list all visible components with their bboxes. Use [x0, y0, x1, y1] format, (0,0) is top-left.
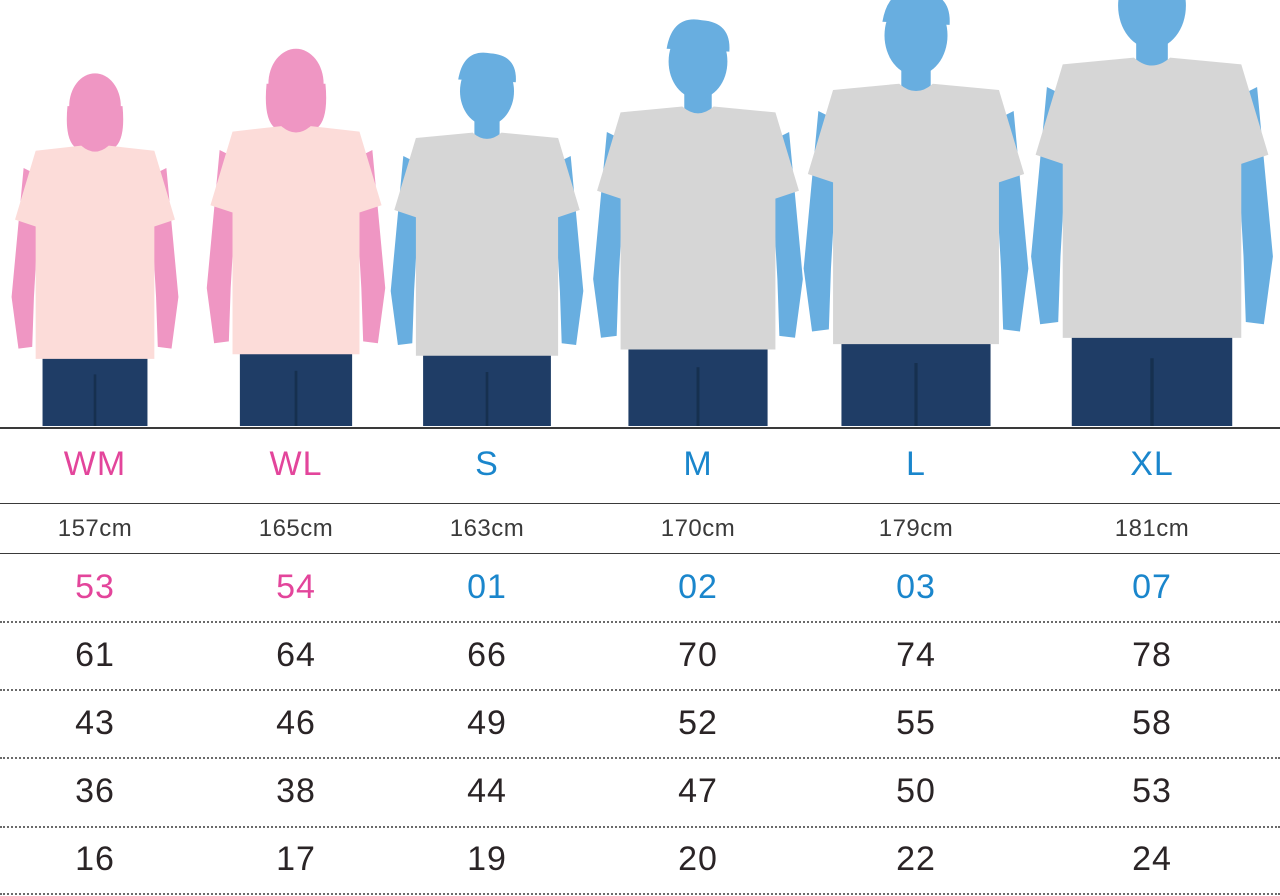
model-height-m: 170cm	[660, 515, 736, 542]
color-code-m: 02	[678, 568, 718, 606]
tshirt	[15, 145, 175, 359]
hair	[265, 83, 327, 130]
tshirt	[1035, 57, 1269, 338]
hair	[458, 52, 516, 83]
model-figure-wl	[206, 48, 386, 426]
measure-value-4-m: 20	[678, 840, 718, 878]
model-height-wl: 165cm	[258, 515, 334, 542]
code-row-rule	[0, 621, 1280, 623]
color-code-l: 03	[896, 568, 936, 606]
model-height-s: 163cm	[449, 515, 525, 542]
color-code-wm: 53	[75, 568, 115, 606]
measure-value-4-wl: 17	[276, 840, 316, 878]
value-row-2-rule	[0, 757, 1280, 759]
measure-value-3-xl: 53	[1132, 772, 1172, 810]
measure-value-2-l: 55	[896, 704, 936, 742]
measure-value-4-l: 22	[896, 840, 936, 878]
measure-value-3-s: 44	[467, 772, 507, 810]
model-figure-xl	[1031, 0, 1273, 426]
tshirt	[597, 106, 799, 350]
model-figure-l	[803, 0, 1029, 426]
tshirt	[394, 132, 580, 356]
model-silhouettes	[11, 0, 1273, 426]
model-figure-m	[593, 19, 803, 426]
size-label-l: L	[906, 445, 926, 483]
measure-value-3-wl: 38	[276, 772, 316, 810]
color-code-xl: 07	[1132, 568, 1172, 606]
measure-value-4-wm: 16	[75, 840, 115, 878]
model-figures-area	[0, 0, 1280, 428]
color-code-wl: 54	[276, 568, 316, 606]
size-label-wl: WL	[269, 445, 323, 483]
measure-value-1-m: 70	[678, 636, 718, 674]
measure-value-4-xl: 24	[1132, 840, 1172, 878]
measure-value-3-m: 47	[678, 772, 718, 810]
hair	[66, 106, 124, 150]
measure-value-1-wl: 64	[276, 636, 316, 674]
measure-value-2-m: 52	[678, 704, 718, 742]
table-top-rule	[0, 427, 1280, 429]
model-figure-s	[390, 52, 584, 426]
value-row-4-rule	[0, 893, 1280, 895]
measure-value-1-wm: 61	[75, 636, 115, 674]
measure-value-2-wm: 43	[75, 704, 115, 742]
value-row-1-rule	[0, 689, 1280, 691]
measure-value-3-l: 50	[896, 772, 936, 810]
measure-value-1-s: 66	[467, 636, 507, 674]
model-height-xl: 181cm	[1114, 515, 1190, 542]
color-code-s: 01	[467, 568, 507, 606]
measure-value-3-wm: 36	[75, 772, 115, 810]
size-label-m: M	[683, 445, 713, 483]
model-height-l: 179cm	[878, 515, 954, 542]
measure-value-2-wl: 46	[276, 704, 316, 742]
measure-value-2-xl: 58	[1132, 704, 1172, 742]
height-row-rule	[0, 553, 1280, 554]
value-row-3-rule	[0, 826, 1280, 828]
size-label-wm: WM	[63, 445, 127, 483]
measure-value-2-s: 49	[467, 704, 507, 742]
hair	[882, 0, 950, 25]
size-row-rule	[0, 503, 1280, 504]
head	[1118, 0, 1186, 49]
tshirt	[807, 83, 1025, 345]
size-label-xl: XL	[1130, 445, 1174, 483]
model-figure-wm	[11, 73, 179, 426]
size-label-s: S	[475, 445, 499, 483]
measure-value-1-xl: 78	[1132, 636, 1172, 674]
measure-value-4-s: 19	[467, 840, 507, 878]
tshirt	[210, 126, 382, 355]
measure-value-1-l: 74	[896, 636, 936, 674]
hair	[666, 19, 730, 52]
model-height-wm: 157cm	[57, 515, 133, 542]
